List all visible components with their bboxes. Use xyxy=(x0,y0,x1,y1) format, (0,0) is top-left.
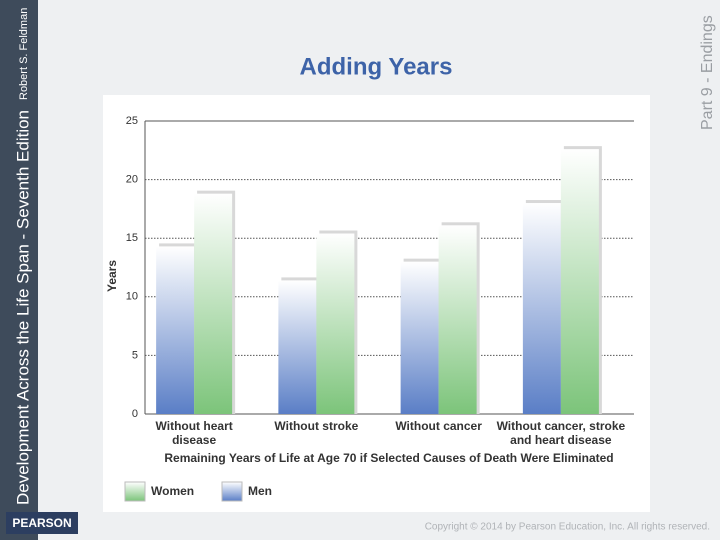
copyright: Copyright © 2014 by Pearson Education, I… xyxy=(425,522,710,533)
x-tick-label: Without stroke xyxy=(274,419,359,433)
bar xyxy=(278,280,317,414)
y-tick-label: 10 xyxy=(126,291,138,303)
bar xyxy=(316,233,355,414)
logo: PEARSON xyxy=(12,516,71,530)
y-tick-label: 20 xyxy=(126,174,138,186)
y-axis-label: Years xyxy=(105,260,119,292)
y-tick-label: 5 xyxy=(132,349,138,361)
bar xyxy=(400,261,439,414)
bar xyxy=(156,246,195,414)
legend-label: Men xyxy=(248,484,272,498)
author: Robert S. Feldman xyxy=(18,8,30,100)
y-tick-label: 25 xyxy=(126,115,138,127)
chart-title: Adding Years xyxy=(300,53,453,80)
bar xyxy=(194,193,233,414)
y-tick-label: 15 xyxy=(126,232,138,244)
x-tick-label: Without cancer, stroke and heart disease xyxy=(496,419,626,447)
legend-swatch xyxy=(221,481,243,502)
x-axis-label: Remaining Years of Life at Age 70 if Sel… xyxy=(164,451,613,465)
side-strip xyxy=(0,0,38,540)
x-tick-label: Without cancer xyxy=(395,419,482,433)
bar xyxy=(522,203,561,414)
bar xyxy=(560,149,599,415)
legend-label: Women xyxy=(151,484,194,498)
y-tick-label: 0 xyxy=(132,408,138,420)
legend-swatch xyxy=(124,481,146,502)
part-label: Part 9 - Endings xyxy=(699,15,716,130)
bar xyxy=(438,225,477,414)
logo-box xyxy=(6,512,78,534)
side-title: Development Across the Life Span - Seven… xyxy=(13,110,32,505)
x-tick-label: Without heart disease xyxy=(155,419,233,447)
